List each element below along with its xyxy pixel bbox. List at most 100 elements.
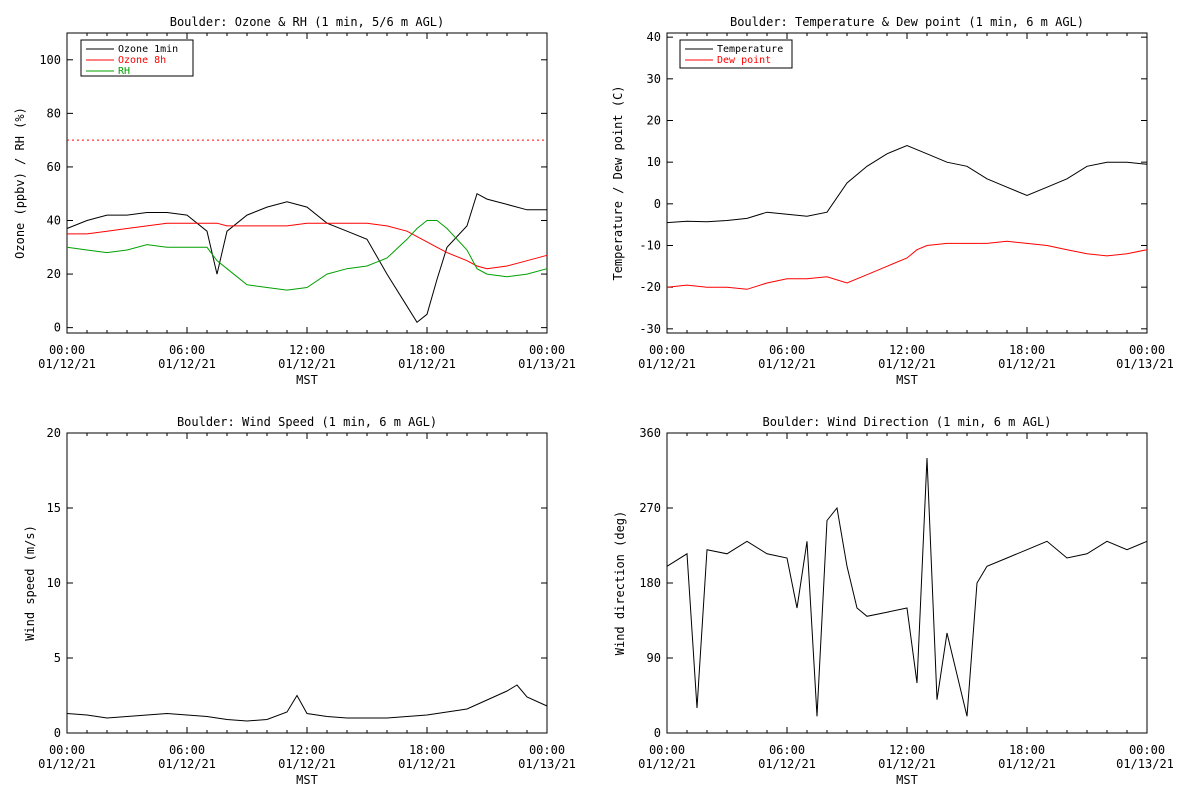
wd-xtick-date: 01/12/21 [758, 757, 816, 771]
series-line-dew-point [666, 240, 1148, 290]
ws-xtick-time: 00:00 [49, 743, 85, 757]
temp-xtick-time: 06:00 [769, 343, 805, 357]
wd-ytick-label: 270 [639, 501, 661, 515]
ozone-y-axis-label: Ozone (ppbv) / RH (%) [13, 107, 27, 259]
series-line-wind-direction [666, 457, 1148, 717]
ws-xtick-time: 12:00 [289, 743, 325, 757]
ozone-legend-box [80, 39, 194, 77]
ws-y-axis-label: Wind speed (m/s) [23, 525, 37, 641]
ozone-xtick-date: 01/12/21 [278, 357, 336, 371]
ws-y-axis: 0 5 10 15 20 [47, 426, 548, 740]
temp-ytick-label: 40 [647, 30, 661, 44]
temp-ytick-label: -30 [639, 322, 661, 336]
temp-xtick-date: 01/12/21 [758, 357, 816, 371]
ozone-xtick-time: 06:00 [169, 343, 205, 357]
temp-ytick-label: -20 [639, 280, 661, 294]
ws-xtick-time: 00:00 [529, 743, 565, 757]
temp-ytick-label: 10 [647, 155, 661, 169]
ws-plot-frame [66, 432, 548, 734]
ws-x-axis: 00:00 01/12/21 06:00 01/12/21 12:00 01/1… [38, 743, 576, 771]
wd-ytick-label: 360 [639, 426, 661, 440]
series-line-temperature [666, 144, 1148, 224]
ws-series-group [66, 684, 548, 722]
wd-series-group [666, 457, 1148, 717]
temp-ytick-label: 30 [647, 72, 661, 86]
legend-label-ozone-1min: Ozone 1min [118, 44, 178, 55]
ws-ytick-label: 10 [47, 576, 61, 590]
ws-xtick-date: 01/12/21 [38, 757, 96, 771]
series-line-rh [66, 220, 548, 291]
ws-xtick-date: 01/12/21 [398, 757, 456, 771]
ozone-xtick-time: 00:00 [529, 343, 565, 357]
ozone-xtick-time: 12:00 [289, 343, 325, 357]
ws-title: Boulder: Wind Speed (1 min, 6 m AGL) [177, 415, 437, 429]
ws-ytick-label: 5 [54, 651, 61, 665]
ozone-xtick-time: 00:00 [49, 343, 85, 357]
ws-xtick-date: 01/12/21 [278, 757, 336, 771]
ozone-ytick-label: 60 [47, 160, 61, 174]
wd-ytick-label: 90 [647, 651, 661, 665]
temp-xtick-time: 12:00 [889, 343, 925, 357]
ozone-xtick-time: 18:00 [409, 343, 445, 357]
wd-xtick-time: 12:00 [889, 743, 925, 757]
temp-legend-box [679, 39, 793, 69]
temp-ytick-label: 20 [647, 114, 661, 128]
temp-series-group [666, 144, 1148, 290]
temp-xtick-date: 01/13/21 [1116, 357, 1174, 371]
panel-temperature: Boulder: Temperature & Dew point (1 min,… [611, 15, 1174, 387]
temp-xtick-time: 00:00 [1129, 343, 1165, 357]
ws-ytick-label: 15 [47, 501, 61, 515]
panel-wind-direction: Boulder: Wind Direction (1 min, 6 m AGL)… [613, 415, 1174, 787]
ozone-ytick-label: 80 [47, 106, 61, 120]
wd-xtick-date: 01/13/21 [1116, 757, 1174, 771]
ozone-x-axis: 00:00 01/12/21 06:00 01/12/21 12:00 01/1… [38, 343, 576, 371]
ozone-y-axis: 0 20 40 60 80 100 [39, 33, 548, 335]
temp-ytick-label: -10 [639, 239, 661, 253]
legend-label-ozone-8h: Ozone 8h [118, 55, 166, 66]
ozone-series-group [66, 139, 548, 324]
wd-xtick-time: 18:00 [1009, 743, 1045, 757]
temp-ytick-label: 0 [654, 197, 661, 211]
series-line-ozone-1min [66, 192, 547, 324]
series-line-ozone-8h [67, 222, 548, 270]
panel-ozone: Boulder: Ozone & RH (1 min, 5/6 m AGL) 0… [13, 15, 576, 387]
temp-legend: Temperature Dew point [679, 39, 793, 69]
ozone-xtick-date: 01/12/21 [158, 357, 216, 371]
ozone-ytick-label: 0 [54, 321, 61, 335]
temp-x-axis: 00:00 01/12/21 06:00 01/12/21 12:00 01/1… [638, 343, 1174, 371]
temp-xtick-time: 18:00 [1009, 343, 1045, 357]
ws-xtick-time: 18:00 [409, 743, 445, 757]
wd-ytick-label: 180 [639, 576, 661, 590]
temp-y-axis-label: Temperature / Dew point (C) [611, 85, 625, 280]
legend-label-dew-point: Dew point [717, 55, 771, 66]
ozone-x-axis-label: MST [296, 373, 318, 387]
series-line-wind-speed [66, 684, 548, 722]
wd-xtick-date: 01/12/21 [878, 757, 936, 771]
ws-ytick-label: 0 [54, 726, 61, 740]
ws-ytick-label: 20 [47, 426, 61, 440]
ozone-legend: Ozone 1min Ozone 8h RH [80, 39, 194, 77]
ws-xtick-time: 06:00 [169, 743, 205, 757]
temp-y-axis: -30 -20 -10 0 10 20 30 40 [639, 30, 1148, 336]
temp-x-axis-label: MST [896, 373, 918, 387]
ozone-title: Boulder: Ozone & RH (1 min, 5/6 m AGL) [170, 15, 445, 29]
wd-y-axis: 0 90 180 270 360 [639, 426, 1148, 740]
wd-ytick-label: 0 [654, 726, 661, 740]
wd-xtick-time: 06:00 [769, 743, 805, 757]
ws-xtick-date: 01/12/21 [158, 757, 216, 771]
wd-xtick-date: 01/12/21 [638, 757, 696, 771]
ozone-xtick-date: 01/12/21 [398, 357, 456, 371]
wd-xtick-time: 00:00 [1129, 743, 1165, 757]
panel-wind-speed: Boulder: Wind Speed (1 min, 6 m AGL) 0 5 1… [23, 415, 576, 787]
legend-label-rh: RH [118, 66, 130, 77]
ozone-xtick-date: 01/12/21 [38, 357, 96, 371]
wd-plot-frame [666, 432, 1148, 734]
wd-x-axis: 00:00 01/12/21 06:00 01/12/21 12:00 01/1… [638, 743, 1174, 771]
wd-x-axis-label: MST [896, 773, 918, 787]
temp-xtick-date: 01/12/21 [638, 357, 696, 371]
temp-xtick-date: 01/12/21 [878, 357, 936, 371]
ws-x-axis-label: MST [296, 773, 318, 787]
wd-xtick-date: 01/12/21 [998, 757, 1056, 771]
